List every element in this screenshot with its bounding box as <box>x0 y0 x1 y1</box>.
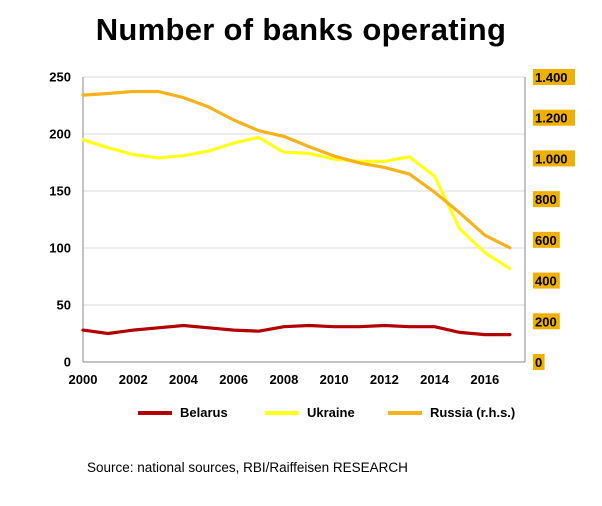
y-right-tick-label: 1.400 <box>535 70 568 85</box>
legend-label-russia: Russia (r.h.s.) <box>430 405 516 420</box>
x-tick-label: 2004 <box>169 372 199 387</box>
y-right-tick-highlight <box>533 69 575 85</box>
y-right-tick-label: 1.200 <box>535 111 568 126</box>
y-left-tick-label: 50 <box>57 298 71 313</box>
legend-swatch-ukraine <box>265 410 299 415</box>
y-right-tick-label: 400 <box>535 274 557 289</box>
legend-swatch-belarus <box>138 410 172 415</box>
x-tick-label: 2014 <box>420 372 450 387</box>
chart-source-note: Source: national sources, RBI/Raiffeisen… <box>87 460 408 475</box>
x-tick-label: 2012 <box>370 372 399 387</box>
y-left-tick-label: 100 <box>49 241 71 256</box>
y-right-tick-highlight <box>533 313 560 330</box>
y-right-tick-label: 1.000 <box>535 151 568 166</box>
y-right-tick-highlight <box>533 272 560 289</box>
x-tick-label: 2000 <box>69 372 98 387</box>
legend-item-belarus: Belarus <box>138 405 228 420</box>
y-right-tick-highlight <box>533 191 560 208</box>
y-right-tick-label: 200 <box>535 314 557 329</box>
y-right-tick-label: 0 <box>535 355 542 370</box>
y-right-tick-highlight <box>533 231 560 248</box>
x-tick-label: 2006 <box>219 372 248 387</box>
y-left-tick-label: 150 <box>49 184 71 199</box>
y-left-tick-label: 0 <box>64 355 71 370</box>
legend-label-belarus: Belarus <box>180 405 228 420</box>
y-right-tick-highlight <box>533 150 575 167</box>
legend-item-ukraine: Ukraine <box>265 405 355 420</box>
x-tick-label: 2010 <box>320 372 349 387</box>
chart-title: Number of banks operating <box>95 12 507 47</box>
x-tick-label: 2008 <box>269 372 298 387</box>
series-line-russia <box>81 89 512 250</box>
y-right-tick-highlight <box>533 109 575 126</box>
y-right-tick-label: 600 <box>535 233 557 248</box>
chart-legend: Belarus Ukraine Russia (r.h.s.) <box>0 405 602 425</box>
legend-swatch-russia <box>388 410 422 415</box>
y-right-tick-highlight <box>533 354 545 370</box>
x-tick-label: 2016 <box>470 372 499 387</box>
legend-label-ukraine: Ukraine <box>307 405 355 420</box>
series-line-ukraine <box>81 135 512 271</box>
x-tick-label: 2002 <box>119 372 148 387</box>
series-line-belarus <box>81 323 512 337</box>
y-left-tick-label: 250 <box>49 70 71 85</box>
y-right-tick-label: 800 <box>535 192 557 207</box>
legend-item-russia: Russia (r.h.s.) <box>388 405 515 420</box>
y-left-tick-label: 200 <box>49 127 71 142</box>
